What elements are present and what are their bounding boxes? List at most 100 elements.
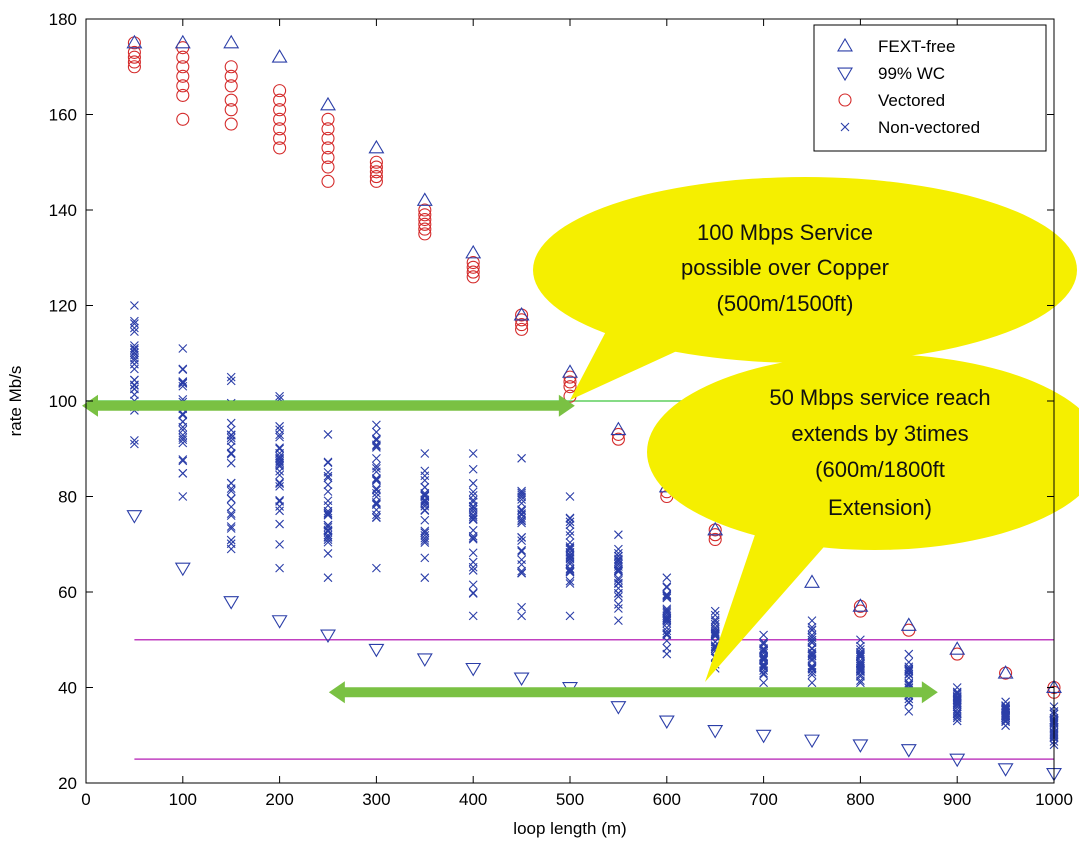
non-vectored-point: [372, 484, 381, 493]
non-vectored-point: [372, 563, 381, 573]
wc99-point: [513, 672, 530, 687]
wc99-point: [465, 662, 482, 677]
non-vectored-point: [226, 448, 236, 458]
non-vectored-point: [130, 355, 139, 365]
non-vectored-point: [662, 617, 672, 626]
vectored-point: [273, 112, 287, 126]
non-vectored-point: [468, 514, 478, 524]
non-vectored-point: [565, 538, 575, 547]
non-vectored-point: [372, 427, 381, 437]
x-tick-label: 200: [265, 790, 293, 809]
non-vectored-point: [710, 629, 720, 639]
non-vectored-point: [710, 631, 720, 641]
non-vectored-point: [517, 490, 526, 500]
non-vectored-point: [1001, 717, 1010, 727]
vectored-point: [176, 69, 190, 83]
wc99-point: [658, 715, 675, 730]
vectored-point: [224, 103, 238, 117]
non-vectored-point: [614, 552, 623, 561]
non-vectored-point: [614, 530, 623, 540]
non-vectored-point: [517, 513, 526, 523]
non-vectored-point: [614, 579, 623, 589]
vectored-point: [466, 255, 480, 270]
y-axis-label: rate Mb/s: [6, 366, 25, 437]
legend-label: Vectored: [878, 91, 945, 110]
non-vectored-point: [904, 673, 914, 683]
non-vectored-point: [420, 496, 430, 506]
non-vectored-point: [468, 580, 478, 590]
fext-free-point: [610, 421, 627, 436]
non-vectored-point: [468, 588, 478, 598]
fext-free-point: [368, 139, 385, 154]
fext-free-point: [707, 521, 724, 536]
callout-text-line: (600m/1800ft: [815, 457, 945, 482]
vectored-point: [176, 60, 190, 74]
legend-marker-wc99: [837, 67, 853, 82]
non-vectored-point: [565, 545, 575, 554]
non-vectored-point: [662, 583, 672, 592]
x-tick-label: 800: [846, 790, 874, 809]
non-vectored-point: [323, 458, 333, 468]
fext-free-point: [562, 364, 578, 378]
vectored-point: [418, 217, 432, 231]
non-vectored-point: [517, 453, 526, 463]
non-vectored-point: [130, 439, 139, 449]
non-vectored-point: [130, 301, 139, 310]
non-vectored-point: [710, 610, 720, 620]
vectored-point: [176, 79, 190, 93]
non-vectored-point: [323, 496, 333, 506]
wc99-point: [271, 615, 288, 629]
non-vectored-point: [759, 670, 768, 680]
non-vectored-point: [856, 664, 865, 674]
non-vectored-point: [420, 573, 430, 583]
wc99-point: [416, 653, 433, 667]
non-vectored-point: [323, 487, 333, 496]
non-vectored-point: [614, 575, 623, 585]
non-vectored-point: [662, 615, 672, 625]
non-vectored-point: [565, 517, 575, 527]
non-vectored-point: [517, 488, 526, 498]
vectored-point: [273, 103, 287, 117]
callout-text-line: 100 Mbps Service: [697, 220, 873, 245]
wc99-point: [223, 596, 240, 610]
non-vectored-point: [952, 702, 962, 712]
non-vectored-point: [275, 479, 284, 489]
non-vectored-point: [226, 539, 236, 549]
wc99-point: [707, 725, 724, 739]
range-arrows: [82, 394, 938, 704]
non-vectored-point: [420, 466, 430, 476]
non-vectored-point: [807, 643, 817, 653]
vectored-point: [127, 45, 141, 59]
non-vectored-point: [807, 678, 817, 688]
non-vectored-point: [275, 540, 284, 549]
non-vectored-point: [759, 662, 768, 672]
non-vectored-point: [275, 458, 284, 468]
non-vectored-point: [614, 588, 623, 598]
non-vectored-point: [372, 510, 381, 520]
vectored-point: [369, 170, 383, 184]
non-vectored-point: [372, 488, 381, 498]
non-vectored-point: [468, 525, 478, 535]
wc99-point: [997, 763, 1014, 777]
fext-free-point: [126, 34, 143, 49]
vectored-point: [466, 270, 480, 284]
non-vectored-point: [662, 582, 672, 591]
non-vectored-point: [759, 678, 768, 688]
non-vectored-point: [904, 666, 914, 676]
vectored-point: [224, 93, 238, 107]
non-vectored-point: [178, 409, 188, 419]
non-vectored-point: [226, 478, 236, 488]
non-vectored-point: [710, 606, 720, 616]
non-vectored-point: [130, 381, 139, 390]
fext-free-point: [997, 665, 1014, 679]
non-vectored-point: [468, 566, 478, 575]
non-vectored-point: [468, 611, 478, 621]
non-vectored-point: [420, 495, 430, 505]
non-vectored-point: [178, 422, 188, 432]
non-vectored-point: [323, 468, 333, 477]
legend-box: [813, 24, 1047, 152]
non-vectored-point: [130, 319, 139, 328]
non-vectored-point: [517, 492, 526, 502]
non-vectored-point: [904, 706, 914, 716]
non-vectored-point: [565, 531, 575, 540]
